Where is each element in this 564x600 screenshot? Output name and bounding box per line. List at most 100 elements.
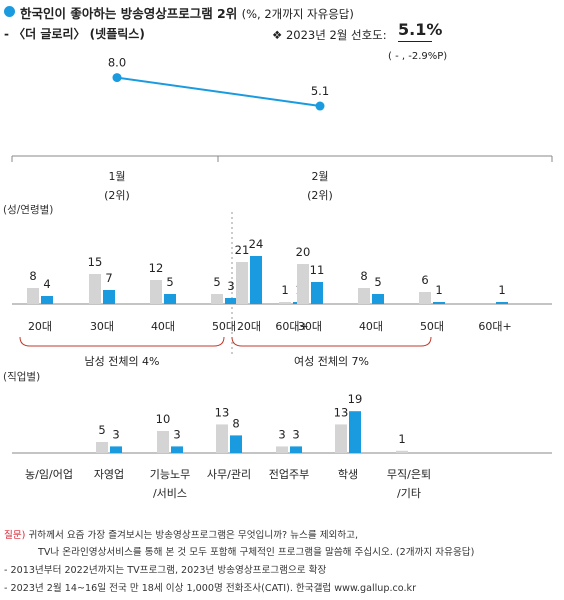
bar-gray-label: 6 <box>421 273 428 287</box>
chart-title: 한국인이 좋아하는 방송영상프로그램 2위 (%, 2개까지 자유응답) <box>20 3 354 22</box>
bar-blue-label: 11 <box>310 263 325 277</box>
occupation-category-label: 기능노무 <box>150 468 190 481</box>
program-subtitle: - 〈더 글로리〉 (넷플릭스) <box>4 27 145 41</box>
footnote-2: - 2023년 2월 14~16일 전국 만 18세 이상 1,000명 전화조… <box>4 583 417 594</box>
bar-blue-label: 24 <box>249 237 264 251</box>
bar-blue-label: 3 <box>112 427 119 441</box>
bar-gray-label: 5 <box>213 275 220 289</box>
bar-blue <box>171 446 183 453</box>
bar-blue-label: 1 <box>498 283 505 297</box>
bar-gray <box>358 288 370 304</box>
occupation-category-label: /서비스 <box>153 487 187 500</box>
question-text-1: 귀하께서 요즘 가장 즐겨보시는 방송영상프로그램은 무엇입니까? 뉴스를 제외… <box>28 530 359 541</box>
bar-blue <box>349 411 361 453</box>
occupation-category-label: /기타 <box>397 487 421 500</box>
bar-blue-label: 7 <box>105 271 112 285</box>
bar-gray <box>279 302 291 304</box>
bar-gray <box>150 280 162 304</box>
x-category-rank: (2위) <box>307 189 333 202</box>
bar-gray-label: 5 <box>98 423 105 437</box>
bar-gray <box>27 288 39 304</box>
bar-blue-label: 5 <box>166 275 173 289</box>
bar-blue <box>496 302 508 304</box>
age-category-label: 30대 <box>90 320 114 333</box>
bar-blue-label: 3 <box>292 427 299 441</box>
bar-blue <box>230 435 242 453</box>
age-category-label: 40대 <box>359 320 383 333</box>
section-label: (성/연령별) <box>3 204 53 216</box>
bar-gray <box>297 264 309 304</box>
bar-gray-label: 8 <box>29 269 36 283</box>
question-line-1: 질문) 귀하께서 요즘 가장 즐겨보시는 방송영상프로그램은 무엇입니까? 뉴스… <box>4 527 358 541</box>
occupation-category-label: 자영업 <box>94 468 124 481</box>
line-value-label: 8.0 <box>108 56 126 70</box>
group-label: 남성 전체의 4% <box>84 355 159 368</box>
bar-gray-label: 3 <box>278 427 285 441</box>
bar-gray-label: 15 <box>88 255 103 269</box>
bar-gray-label: 8 <box>360 269 367 283</box>
bar-gray <box>419 292 431 304</box>
line-point <box>315 101 325 111</box>
bar-blue <box>433 302 445 304</box>
bar-gray-label: 10 <box>156 412 171 426</box>
occupation-category-label: 전업주부 <box>269 468 309 481</box>
bar-gray-label: 13 <box>334 405 349 419</box>
bar-gray <box>216 424 228 453</box>
bar-blue-label: 3 <box>227 279 234 293</box>
title-bullet-icon <box>4 6 15 17</box>
bar-gray <box>89 274 101 304</box>
bar-blue <box>41 296 53 304</box>
bar-gray <box>276 446 288 453</box>
age-category-label: 60대+ <box>275 320 308 333</box>
bar-blue <box>225 298 237 304</box>
bar-gray-label: 21 <box>235 243 250 257</box>
line-point <box>112 73 122 83</box>
age-category-label: 30대 <box>298 320 322 333</box>
bar-gray <box>211 294 223 304</box>
bar-blue <box>103 290 115 304</box>
line-value-label: 5.1 <box>311 84 329 98</box>
title-text: 한국인이 좋아하는 방송영상프로그램 2위 <box>20 6 238 21</box>
bar-blue <box>250 256 262 304</box>
occupation-category-label: 학생 <box>338 468 358 481</box>
bar-blue-label: 5 <box>374 275 381 289</box>
bar-blue <box>164 294 176 304</box>
group-bracket <box>231 336 432 347</box>
age-category-label: 20대 <box>237 320 261 333</box>
x-category-rank: (2위) <box>104 189 130 202</box>
group-label: 여성 전체의 7% <box>294 355 369 368</box>
bar-gray-label: 13 <box>215 405 230 419</box>
occupation-category-label: 무직/은퇴 <box>387 468 431 481</box>
preference-value: 5.1% <box>398 20 443 39</box>
bar-blue-label: 4 <box>43 277 50 291</box>
bar-gray <box>335 424 347 453</box>
bar-blue <box>290 446 302 453</box>
bar-blue <box>372 294 384 304</box>
occupation-category-label: 농/임/어업 <box>25 468 73 481</box>
bar-gray <box>96 442 108 453</box>
preference-underline <box>398 41 432 42</box>
age-category-label: 40대 <box>151 320 175 333</box>
question-label: 질문) <box>4 530 26 541</box>
bar-gray <box>396 450 408 453</box>
bar-blue-label: 8 <box>232 416 239 430</box>
preference-change: ( - , -2.9%P) <box>388 51 448 62</box>
question-line-2: TV나 온라인영상서비스를 통해 본 것 모두 포함해 구체적인 프로그램을 말… <box>38 547 475 558</box>
group-bracket <box>19 336 225 347</box>
bar-gray-label: 1 <box>281 283 288 297</box>
section-label: (직업별) <box>3 370 40 383</box>
occupation-category-label: 사무/관리 <box>207 468 251 481</box>
line-series <box>116 76 321 108</box>
bar-gray-label: 20 <box>296 245 311 259</box>
bar-blue <box>110 446 122 453</box>
bar-blue-label: 1 <box>435 283 442 297</box>
bar-blue-label: 3 <box>173 427 180 441</box>
footnote-1: - 2013년부터 2022년까지는 TV프로그램, 2023년 방송영상프로그… <box>4 565 327 576</box>
x-category-label: 2월 <box>311 170 328 183</box>
bar-gray <box>236 262 248 304</box>
age-category-label: 60대+ <box>478 320 511 333</box>
bar-blue-label: 19 <box>348 392 363 406</box>
bar-blue <box>311 282 323 304</box>
bar-gray-label: 12 <box>149 261 164 275</box>
